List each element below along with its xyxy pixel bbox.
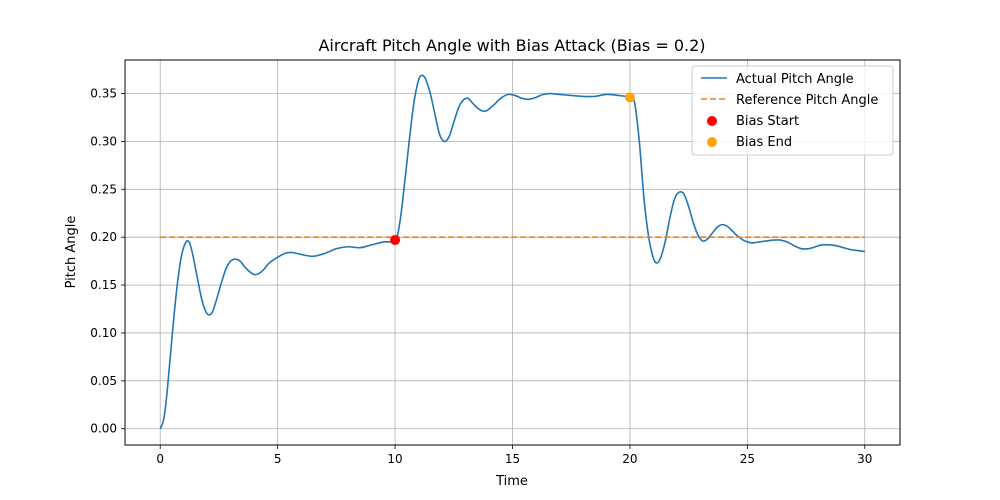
legend-label-actual: Actual Pitch Angle — [736, 72, 854, 87]
marker-bias-end — [624, 92, 635, 103]
x-axis-title: Time — [495, 474, 528, 489]
y-tick-label: 0.15 — [90, 278, 117, 292]
x-tick-label: 15 — [505, 452, 520, 466]
y-tick-label: 0.10 — [90, 326, 117, 340]
legend-box — [691, 65, 894, 156]
x-tick-label: 20 — [622, 452, 637, 466]
y-tick-label: 0.25 — [90, 182, 117, 196]
y-tick-label: 0.00 — [90, 422, 117, 436]
x-tick-label: 5 — [274, 452, 282, 466]
legend-label-reference: Reference Pitch Angle — [736, 93, 878, 108]
y-tick-label: 0.35 — [90, 87, 117, 101]
legend: Actual Pitch Angle Reference Pitch Angle… — [691, 65, 894, 156]
x-tick-label: 25 — [740, 452, 755, 466]
x-tick-label: 30 — [857, 452, 872, 466]
series-layer — [159, 74, 865, 430]
chart-title: Aircraft Pitch Angle with Bias Attack (B… — [318, 36, 705, 55]
axis-ticks: 0 5 10 15 20 25 30 0.00 0.05 0.10 0.15 0.20 0.25 0.30… — [90, 87, 872, 466]
legend-swatch-bias-end — [707, 137, 717, 147]
legend-label-bias-end: Bias End — [736, 135, 792, 150]
y-axis-title: Pitch Angle — [64, 216, 79, 289]
y-tick-label: 0.30 — [90, 134, 117, 148]
y-tick-label: 0.20 — [90, 230, 117, 244]
series-line-actual-pitch-angle — [159, 74, 865, 430]
x-tick-label: 0 — [156, 452, 164, 466]
x-tick-label: 10 — [387, 452, 402, 466]
legend-swatch-bias-start — [707, 116, 717, 126]
legend-label-bias-start: Bias Start — [736, 114, 799, 129]
marker-bias-start — [390, 235, 401, 246]
y-tick-label: 0.05 — [90, 374, 117, 388]
marker-layer — [390, 92, 635, 246]
